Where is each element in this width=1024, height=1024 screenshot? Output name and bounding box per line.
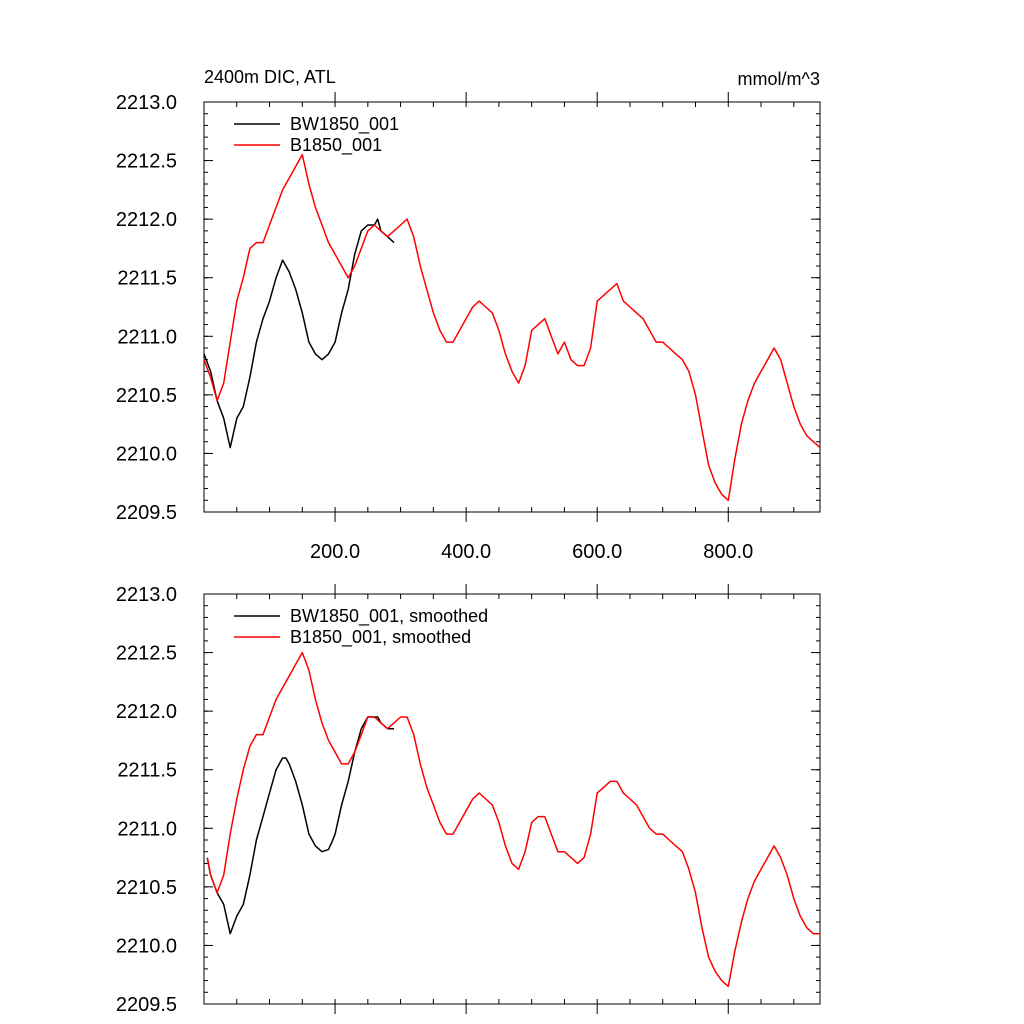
figure-title: 2400m DIC, ATL (204, 67, 336, 87)
y-tick-label: 2212.0 (116, 701, 177, 723)
y-tick-label: 2211.0 (117, 326, 177, 348)
y-tick-label: 2210.0 (116, 443, 177, 465)
y-tick-label: 2211.5 (117, 760, 177, 782)
x-tick-label: 400.0 (441, 541, 491, 563)
legend-label: BW1850_001 (290, 114, 399, 135)
series-line (206, 716, 394, 935)
series-line (203, 218, 395, 449)
x-tick-label: 800.0 (703, 541, 753, 563)
bottom-panel: 2209.5 2210.0 2210.5 2211.0 2211.5 2212.0 2212… (116, 584, 821, 1016)
y-tick-label: 2212.5 (116, 151, 177, 173)
y-tick-label: 2213.0 (116, 92, 177, 114)
x-tick-label: 600.0 (572, 541, 622, 563)
y-tick-label: 2209.5 (116, 502, 177, 524)
legend-label: BW1850_001, smoothed (290, 606, 488, 627)
series-line (203, 153, 821, 502)
y-tick-label: 2212.0 (116, 209, 177, 231)
y-tick-label: 2213.0 (116, 584, 177, 606)
y-tick-label: 2209.5 (116, 994, 177, 1016)
y-tick-label: 2210.0 (116, 935, 177, 957)
legend-label: B1850_001, smoothed (290, 627, 471, 648)
plot-frame (203, 593, 821, 1005)
units-label: mmol/m^3 (738, 69, 820, 89)
y-tick-label: 2210.5 (116, 385, 177, 407)
y-tick-label: 2212.5 (116, 643, 177, 665)
y-tick-label: 2211.0 (117, 818, 177, 840)
plot-frame (203, 101, 821, 513)
top-panel: 2209.5 2210.0 2210.5 2211.0 2211.5 2212.0 2212… (116, 92, 821, 563)
legend-label: B1850_001 (290, 135, 382, 156)
series-line (206, 651, 820, 988)
y-tick-label: 2211.5 (117, 268, 177, 290)
y-tick-label: 2210.5 (116, 877, 177, 899)
x-tick-label: 200.0 (310, 541, 360, 563)
